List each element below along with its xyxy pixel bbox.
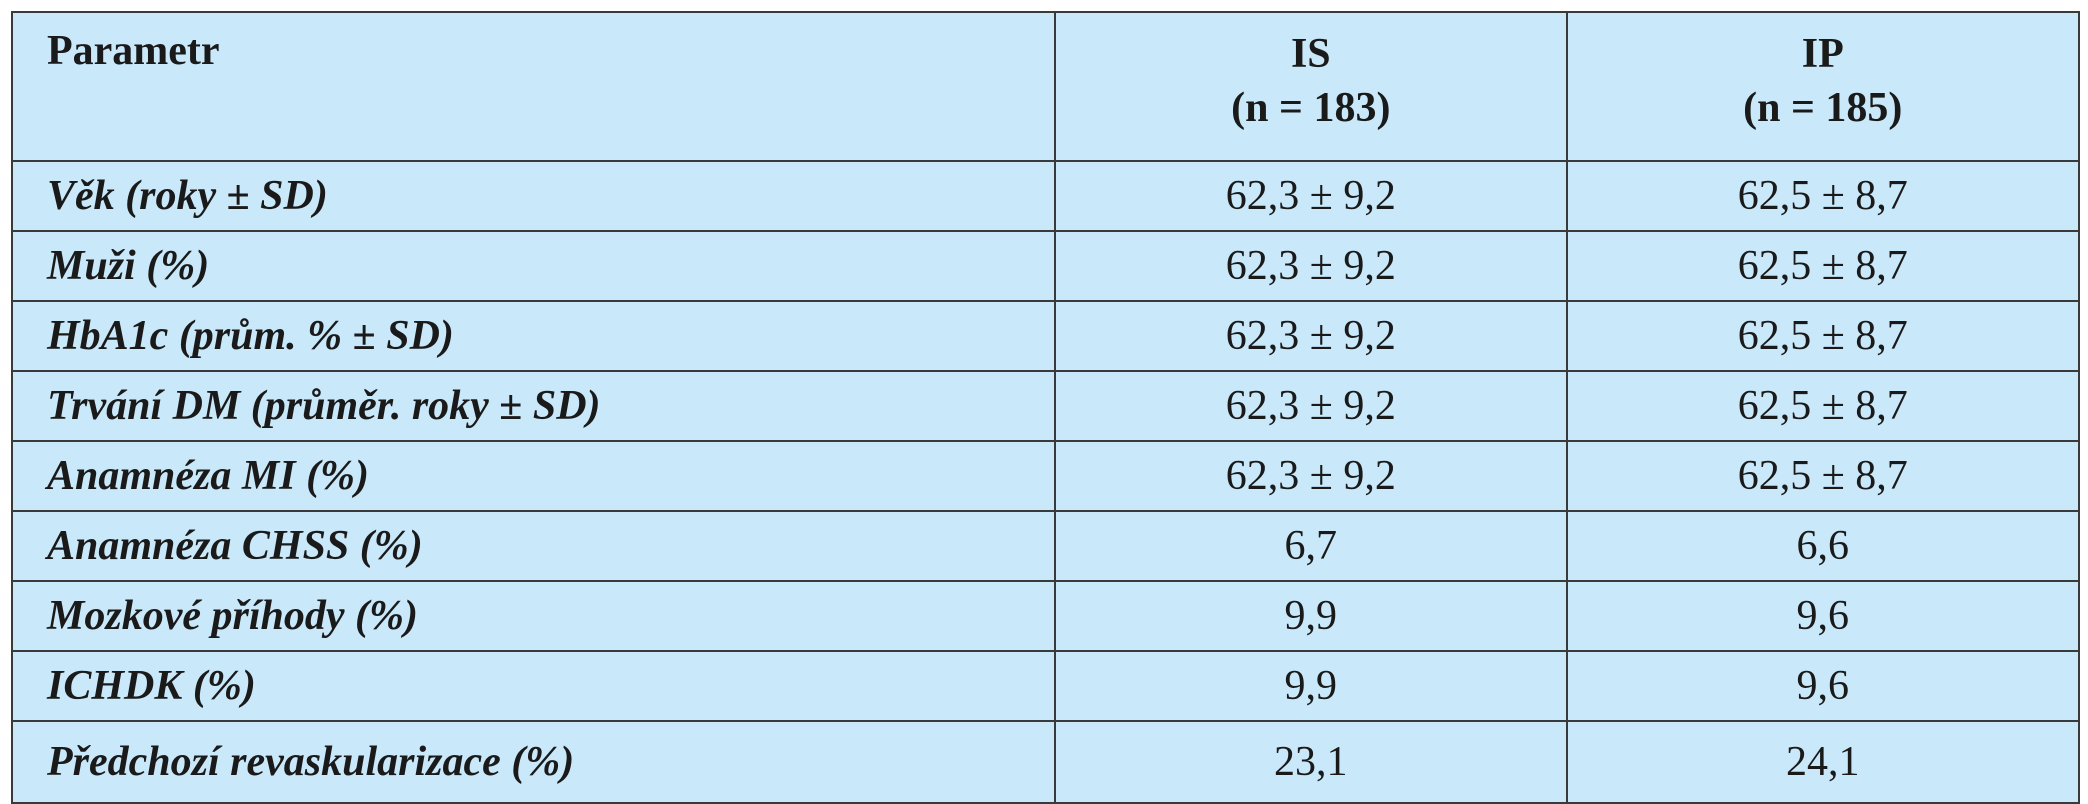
value-cell: 62,5 ± 8,7 (1565, 160, 2081, 232)
parameter-cell: Trvání DM (průměr. roky ± SD) (10, 370, 1057, 442)
header-cell: IS (n = 183) (1054, 11, 1568, 162)
value-cell: 62,5 ± 8,7 (1565, 230, 2081, 302)
value-cell: 9,9 (1054, 650, 1568, 722)
header-row: Parametr IS (n = 183) IP (n = 185) (10, 11, 2081, 162)
table-row: Muži (%) 62,3 ± 9,2 62,5 ± 8,7 (10, 230, 2081, 302)
value-cell: 62,3 ± 9,2 (1054, 300, 1568, 372)
header-cell: Parametr (10, 11, 1057, 162)
parameter-cell: ICHDK (%) (10, 650, 1057, 722)
value-cell: 23,1 (1054, 720, 1568, 804)
value-cell: 6,7 (1054, 510, 1568, 582)
header-text: IP (1801, 31, 1844, 77)
value-cell: 62,5 ± 8,7 (1565, 370, 2081, 442)
table-row: HbA1c (prům. % ± SD) 62,3 ± 9,2 62,5 ± 8,7 (10, 300, 2081, 372)
parameter-cell: Anamnéza CHSS (%) (10, 510, 1057, 582)
table-row: Anamnéza CHSS (%) 6,7 6,6 (10, 510, 2081, 582)
table-row: Trvání DM (průměr. roky ± SD) 62,3 ± 9,2 6… (10, 370, 2081, 442)
value-cell: 62,5 ± 8,7 (1565, 300, 2081, 372)
value-cell: 24,1 (1565, 720, 2081, 804)
value-cell: 9,9 (1054, 580, 1568, 652)
header-text: (n = 183) (1231, 85, 1391, 131)
header-text: IS (1290, 31, 1331, 77)
parameter-cell: Muži (%) (10, 230, 1057, 302)
table-row: Anamnéza MI (%) 62,3 ± 9,2 62,5 ± 8,7 (10, 440, 2081, 512)
parameter-cell: HbA1c (prům. % ± SD) (10, 300, 1057, 372)
table-row: Předchozí revaskularizace (%) 23,1 24,1 (10, 720, 2081, 804)
value-cell: 62,3 ± 9,2 (1054, 160, 1568, 232)
parameter-cell: Věk (roky ± SD) (10, 160, 1057, 232)
parameter-cell: Předchozí revaskularizace (%) (10, 720, 1057, 804)
table-row: ICHDK (%) 9,9 9,6 (10, 650, 2081, 722)
header-cell: IP (n = 185) (1565, 11, 2081, 162)
value-cell: 6,6 (1565, 510, 2081, 582)
value-cell: 62,3 ± 9,2 (1054, 230, 1568, 302)
value-cell: 9,6 (1565, 580, 2081, 652)
value-cell: 62,3 ± 9,2 (1054, 440, 1568, 512)
value-cell: 9,6 (1565, 650, 2081, 722)
parameter-cell: Mozkové příhody (%) (10, 580, 1057, 652)
value-cell: 62,5 ± 8,7 (1565, 440, 2081, 512)
table-row: Mozkové příhody (%) 9,9 9,6 (10, 580, 2081, 652)
header-text: (n = 185) (1743, 85, 1903, 131)
data-table: Parametr IS (n = 183) IP (n = 185) Věk (roky … (10, 11, 2081, 804)
table-row: Věk (roky ± SD) 62,3 ± 9,2 62,5 ± 8,7 (10, 160, 2081, 232)
table-body: Parametr IS (n = 183) IP (n = 185) Věk (roky … (10, 11, 2081, 804)
parameter-cell: Anamnéza MI (%) (10, 440, 1057, 512)
value-cell: 62,3 ± 9,2 (1054, 370, 1568, 442)
